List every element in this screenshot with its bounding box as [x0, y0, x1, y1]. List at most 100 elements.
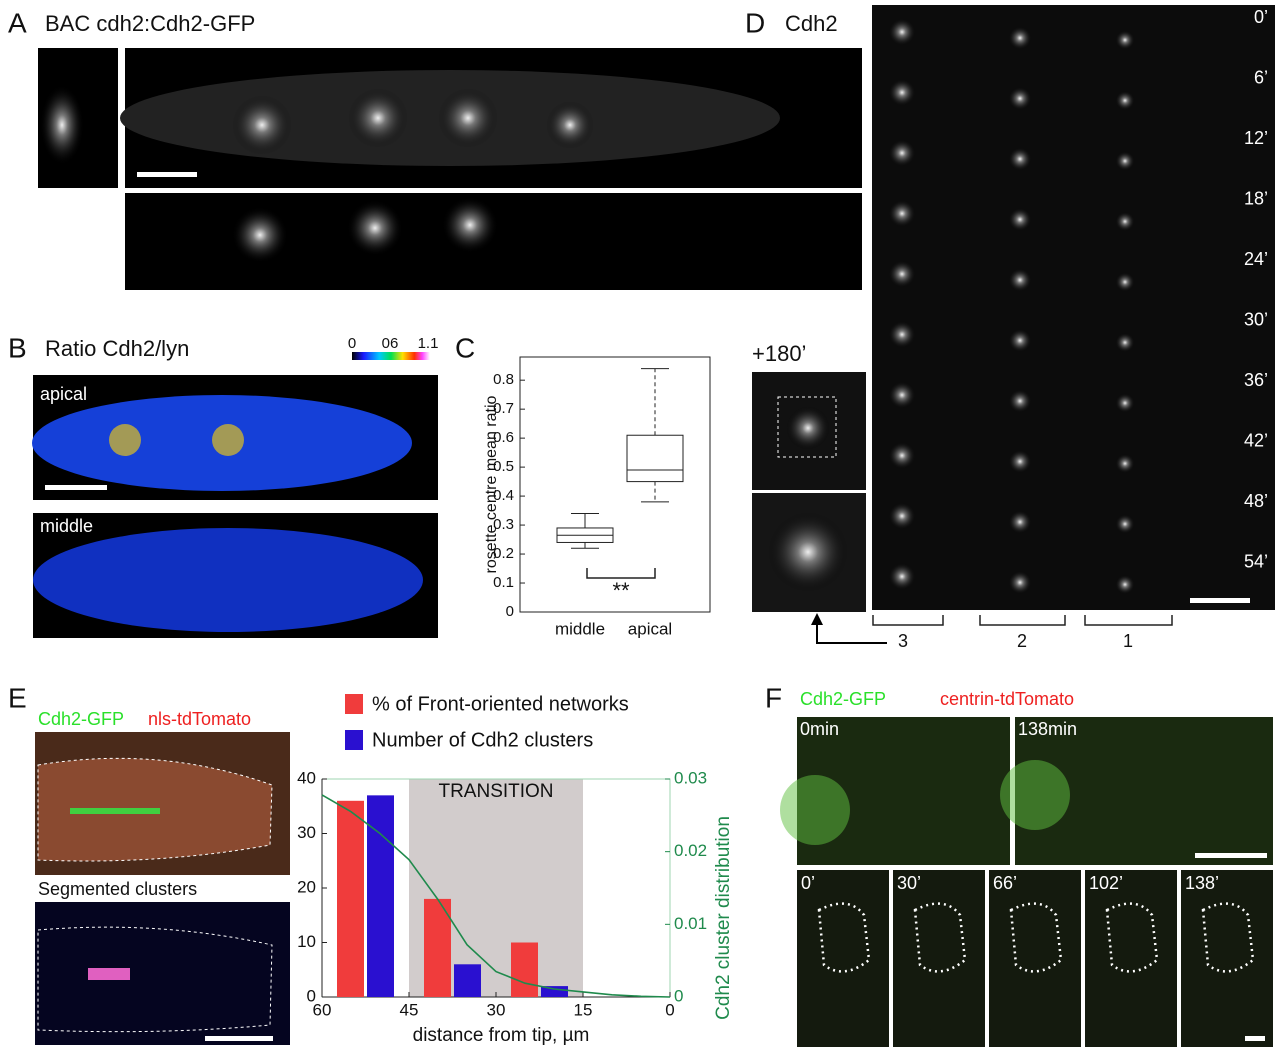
significance-bracket	[586, 568, 656, 579]
image-label: Segmented clusters	[38, 879, 197, 899]
image-feature	[1008, 268, 1032, 292]
time-label: 0’	[801, 873, 815, 893]
image-feature	[212, 424, 244, 456]
inset-box	[777, 396, 837, 458]
image-feature	[888, 502, 916, 530]
time-label: 6’	[1254, 67, 1268, 87]
rosette-label: 2	[1017, 631, 1027, 651]
bar	[367, 795, 394, 997]
x-tick-label: 45	[400, 1000, 419, 1019]
scale-bar	[45, 485, 107, 490]
time-label: 36’	[1244, 370, 1268, 390]
y-tick-label: 0	[506, 603, 514, 620]
image	[1085, 870, 1177, 1047]
y-tick-label: 0.6	[493, 429, 514, 446]
image-feature	[1115, 211, 1135, 232]
y-tick-label: 10	[297, 932, 316, 951]
image-feature	[347, 200, 403, 256]
y-tick-label: 0.7	[493, 400, 514, 417]
image-feature	[1115, 30, 1135, 50]
arrow	[816, 615, 887, 644]
channel-label: nls-tdTomato	[148, 709, 251, 729]
image-feature	[1115, 393, 1135, 413]
colorbar-label: 0	[348, 335, 356, 352]
image-feature	[1008, 389, 1032, 413]
image-feature	[1008, 449, 1032, 474]
image-feature	[888, 78, 916, 107]
image-feature	[40, 85, 84, 165]
panel-title: BAC cdh2:Cdh2-GFP	[45, 11, 255, 36]
channel-label: centrin-tdTomato	[940, 689, 1074, 709]
image-feature	[888, 381, 916, 409]
image-label: 138min	[1018, 719, 1077, 739]
y-tick-label: 0.3	[493, 516, 514, 533]
time-label: 66’	[993, 873, 1017, 893]
legend-swatch	[345, 730, 363, 750]
time-label: 138’	[1185, 873, 1219, 893]
y-tick-label: 0.5	[493, 458, 514, 475]
scale-bar	[1195, 853, 1267, 858]
y2-tick-label: 0.02	[674, 841, 707, 860]
cell-outline	[1105, 902, 1159, 973]
image-feature	[1115, 574, 1135, 595]
colorbar-label: 1.1	[418, 335, 439, 352]
image-feature	[33, 528, 423, 632]
image-feature	[768, 512, 848, 592]
image-feature	[888, 320, 916, 349]
annotation: TRANSITION	[438, 781, 553, 802]
image-feature	[1115, 514, 1135, 534]
annotation: **	[612, 578, 630, 603]
image	[872, 5, 1275, 610]
y-tick-label: 20	[297, 877, 316, 896]
image-feature	[109, 424, 141, 456]
image-feature	[1115, 332, 1135, 353]
image-feature	[888, 139, 916, 167]
image	[1181, 870, 1273, 1047]
y-tick-label: 30	[297, 823, 316, 842]
time-label: 54’	[1244, 551, 1268, 571]
image-feature	[546, 101, 594, 149]
y-tick-label: 0.1	[493, 574, 514, 591]
image-feature	[1115, 453, 1135, 474]
x-axis-label: distance from tip, µm	[413, 1025, 590, 1046]
plot-frame	[519, 356, 711, 613]
image-feature	[438, 88, 498, 148]
panel-letter: B	[8, 332, 27, 363]
image-outline	[37, 926, 273, 1033]
cell-outline	[913, 902, 967, 973]
legend-label: % of Front-oriented networks	[372, 693, 629, 715]
rosette-label: 3	[898, 631, 908, 651]
image	[797, 870, 889, 1047]
y2-axis-label: Cdh2 cluster distribution	[713, 816, 734, 1020]
time-label: 0’	[1254, 7, 1268, 27]
y-tick-label: 0.2	[493, 545, 514, 562]
cell-outline	[1009, 902, 1063, 973]
box	[626, 434, 684, 483]
image-label: apical	[40, 384, 87, 404]
inset-label: +180’	[752, 341, 806, 366]
time-label: 30’	[897, 873, 921, 893]
bar	[454, 964, 481, 997]
y-tick-label: 40	[297, 768, 316, 787]
bar	[424, 898, 451, 997]
time-label: 30’	[1244, 309, 1268, 329]
image-feature	[1008, 86, 1032, 111]
image-feature	[1008, 510, 1032, 534]
time-label: 18’	[1244, 188, 1268, 208]
image-feature	[786, 406, 830, 450]
y2-tick-label: 0.01	[674, 914, 707, 933]
image	[893, 870, 985, 1047]
bar	[337, 800, 364, 997]
bar	[511, 942, 538, 997]
image-label: 0min	[800, 719, 839, 739]
image-feature	[70, 808, 160, 814]
image-feature	[442, 197, 498, 253]
image-label: middle	[40, 516, 93, 536]
colorbar-label: 06	[382, 335, 399, 352]
time-label: 102’	[1089, 873, 1123, 893]
panel-letter: D	[745, 7, 765, 38]
colorbar	[352, 352, 430, 360]
y2-tick-label: 0.03	[674, 768, 707, 787]
panel-letter: E	[8, 682, 27, 713]
